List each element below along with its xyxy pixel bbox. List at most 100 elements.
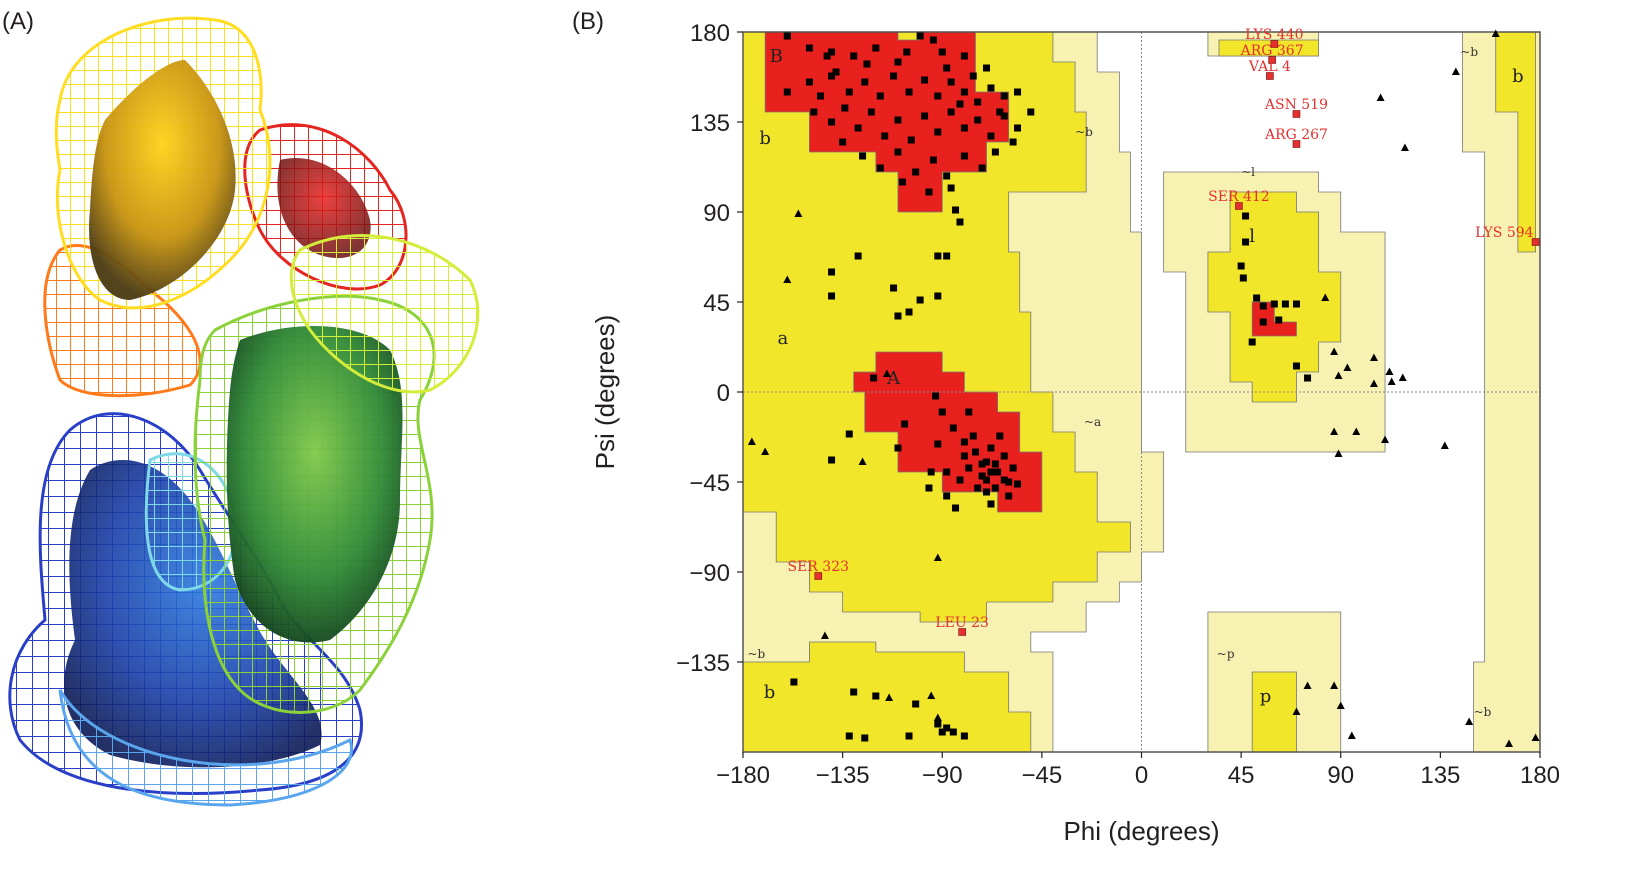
outlier-point <box>1531 238 1540 246</box>
glycine-point <box>1334 371 1343 379</box>
region-label: B <box>770 46 783 67</box>
residue-point <box>969 432 977 440</box>
residue-point <box>805 78 813 86</box>
residue-point <box>1259 318 1267 326</box>
residue-point <box>938 728 946 736</box>
residue-point <box>978 460 986 468</box>
residue-point <box>805 44 813 52</box>
residue-point <box>960 438 968 446</box>
glycine-point <box>747 437 756 445</box>
region-labels: Bb a Ab l p b ~b ~a ~b ~l ~p ~b ~b <box>747 45 1523 719</box>
residue-point <box>925 484 933 492</box>
x-tick-label: −135 <box>816 762 870 789</box>
residue-point <box>965 408 973 416</box>
outlier-point <box>1292 110 1301 118</box>
glycine-point <box>933 553 942 561</box>
small-region-label: ~b <box>1474 705 1492 719</box>
residue-point <box>1000 452 1008 460</box>
x-tick-label: 0 <box>1135 762 1148 789</box>
residue-point <box>1253 294 1261 302</box>
x-tick-label: 45 <box>1228 762 1255 789</box>
glycine-point <box>1347 731 1356 739</box>
glycine-point <box>1352 427 1361 435</box>
residue-point <box>952 504 960 512</box>
residue-point <box>1239 274 1247 282</box>
y-axis-title: Psi (degrees) <box>590 315 620 470</box>
residue-point <box>932 392 940 400</box>
residue-point <box>861 734 869 742</box>
residue-point <box>960 152 968 160</box>
outlier-label: LEU 23 <box>935 615 989 631</box>
residue-point <box>1270 300 1278 308</box>
glycine-point <box>933 713 942 721</box>
panel-a-label: (A) <box>2 8 34 35</box>
residue-point <box>903 48 911 56</box>
zero-guides <box>743 32 1540 752</box>
residue-point <box>943 252 951 260</box>
residue-point <box>828 48 836 56</box>
residue-point <box>921 76 929 84</box>
residue-point <box>898 178 906 186</box>
glycine-point <box>761 447 770 455</box>
residue-point <box>934 128 942 136</box>
residue-point <box>876 164 884 172</box>
residue-points <box>747 29 1540 747</box>
residue-point <box>1027 108 1035 116</box>
residue-point <box>839 138 847 146</box>
residue-point <box>929 156 937 164</box>
glycine-point <box>1385 367 1394 375</box>
region-label: A <box>886 368 901 389</box>
residue-point <box>934 252 942 260</box>
residue-point <box>960 52 968 60</box>
outlier-point <box>1270 40 1279 48</box>
residue-point <box>956 218 964 226</box>
outlier-label: SER 323 <box>788 559 850 575</box>
x-tick-label: −45 <box>1022 762 1063 789</box>
residue-point <box>934 92 942 100</box>
residue-point <box>912 168 920 176</box>
outlier-label: ASN 519 <box>1264 97 1328 113</box>
glycine-point <box>1336 701 1345 709</box>
region-label: b <box>764 682 776 703</box>
residue-point <box>974 116 982 124</box>
residue-point <box>901 420 909 428</box>
residue-point <box>987 500 995 508</box>
y-tick-label: 135 <box>690 110 730 137</box>
y-tick-label: −45 <box>689 470 730 497</box>
residue-point <box>1275 316 1283 324</box>
region-label: a <box>777 328 788 349</box>
residue-point <box>890 72 898 80</box>
residue-point <box>949 424 957 432</box>
residue-point <box>905 88 913 96</box>
residue-point <box>983 458 991 466</box>
x-axis-ticks: −180 −135 −90 −45 0 45 90 135 180 <box>716 752 1560 789</box>
outlier-point <box>814 572 823 580</box>
outlier-point <box>1235 202 1243 210</box>
residue-point <box>987 132 995 140</box>
residue-point <box>1014 124 1022 132</box>
residue-point <box>983 476 991 484</box>
region-allowed-p <box>1251 671 1297 753</box>
x-tick-label: 180 <box>1520 762 1560 789</box>
residue-point <box>1009 464 1017 472</box>
residue-point <box>912 700 920 708</box>
residue-point <box>1237 262 1245 270</box>
small-region-label: ~b <box>1075 125 1093 139</box>
glycine-point <box>1387 377 1396 385</box>
glycine-point <box>1398 373 1407 381</box>
glycine-point <box>1330 347 1339 355</box>
glycine-point <box>1330 681 1339 689</box>
residue-point <box>1248 338 1256 346</box>
region-label: p <box>1260 686 1272 707</box>
residue-point <box>845 732 853 740</box>
green-domain-surface <box>226 326 403 643</box>
region-label: l <box>1249 226 1255 247</box>
glycine-point <box>1343 363 1352 371</box>
residue-point <box>987 444 995 452</box>
red-domain-surface <box>277 158 371 259</box>
small-region-label: ~p <box>1217 647 1235 661</box>
residue-point <box>881 132 889 140</box>
residue-point <box>947 108 955 116</box>
